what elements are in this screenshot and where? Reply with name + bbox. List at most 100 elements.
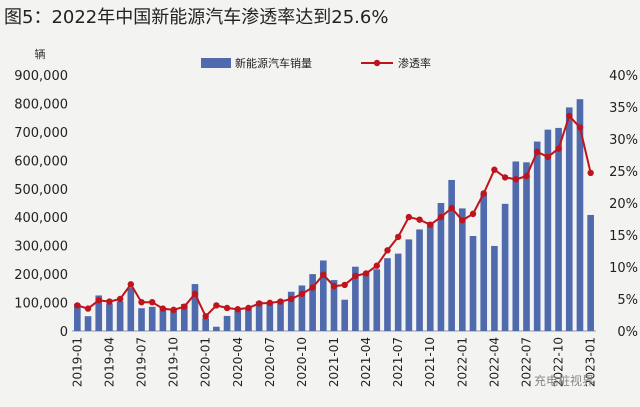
right-tick-label: 5%: [617, 293, 638, 308]
point-2021-08: [405, 213, 413, 221]
left-tick-label: 100,000: [14, 297, 68, 312]
left-tick-label: 400,000: [14, 211, 68, 226]
point-2019-10: [170, 306, 177, 314]
bar-2021-11: [437, 203, 445, 331]
point-2022-06: [512, 176, 519, 183]
right-tick-label: 15%: [609, 229, 638, 244]
x-tick-label: 2022-04: [487, 337, 501, 387]
point-2019-11: [181, 303, 188, 310]
point-2021-06: [384, 247, 391, 254]
left-tick-label: 700,000: [14, 126, 68, 141]
point-2019-09: [159, 305, 167, 312]
point-2019-07: [138, 299, 145, 306]
point-2020-03: [223, 304, 231, 312]
bar-2019-01: [74, 303, 81, 331]
bar-2019-11: [180, 303, 188, 331]
x-tick-label: 2022-10: [552, 337, 566, 387]
point-2020-01: [202, 313, 209, 320]
bar-2020-11: [309, 274, 316, 331]
bar-2020-09: [287, 291, 295, 331]
bar-2019-02: [84, 316, 92, 331]
point-2022-12: [576, 124, 584, 131]
bar-2020-02: [213, 326, 220, 331]
x-tick-label: 2021-10: [423, 337, 437, 387]
bar-2022-01: [459, 208, 466, 331]
point-2023-01: [587, 169, 594, 177]
point-2021-09: [416, 216, 423, 223]
bar-2021-04: [362, 272, 370, 331]
point-2022-02: [469, 210, 477, 218]
bar-2021-09: [416, 229, 423, 331]
bar-2019-09: [159, 308, 167, 331]
bar-2022-10: [555, 127, 562, 331]
bar-2020-01: [202, 318, 209, 331]
left-axis-unit: 辆: [35, 47, 46, 61]
point-2021-12: [448, 204, 455, 212]
bar-2020-07: [266, 303, 274, 331]
point-2022-01: [459, 217, 466, 224]
point-2019-06: [127, 281, 135, 288]
bar-2021-10: [426, 222, 434, 331]
left-tick-label: 500,000: [14, 183, 68, 198]
bar-2022-07: [523, 162, 530, 331]
bar-2020-08: [277, 299, 284, 331]
point-2019-02: [84, 305, 92, 312]
point-2019-08: [149, 299, 156, 306]
bar-2022-08: [533, 141, 541, 331]
legend-bar-swatch: [201, 58, 231, 68]
bar-2019-05: [116, 301, 124, 331]
x-tick-label: 2022-07: [519, 337, 533, 387]
bar-2019-08: [148, 306, 156, 331]
bar-2021-07: [394, 253, 402, 331]
right-tick-label: 30%: [609, 133, 638, 148]
point-2019-05: [116, 295, 124, 303]
bar-2019-06: [127, 287, 135, 331]
legend-bar-label: 新能源汽车销量: [235, 56, 312, 70]
bar-2019-04: [106, 303, 113, 331]
point-2022-05: [501, 174, 509, 181]
bar-2021-12: [448, 179, 455, 331]
bar-2021-03: [352, 266, 359, 331]
x-tick-label: 2020-04: [231, 337, 245, 387]
left-tick-label: 300,000: [14, 240, 68, 255]
x-tick-label: 2019-07: [135, 337, 149, 387]
left-tick-label: 800,000: [14, 97, 68, 112]
point-2020-09: [288, 295, 295, 303]
bar-2020-03: [223, 315, 231, 331]
legend-line-marker: [373, 59, 381, 67]
point-2020-07: [266, 299, 274, 307]
point-2020-10: [298, 290, 306, 298]
x-tick-label: 2023-01: [584, 337, 598, 387]
chart-title: 图5：2022年中国新能源汽车渗透率达到25.6%: [4, 7, 389, 28]
point-2020-12: [320, 271, 327, 278]
x-tick-label: 2020-01: [199, 337, 213, 387]
point-2021-10: [427, 221, 434, 228]
point-2022-07: [523, 172, 530, 180]
point-2020-11: [309, 284, 316, 291]
bar-2021-06: [384, 258, 391, 331]
right-tick-label: 20%: [609, 197, 638, 212]
x-tick-label: 2022-01: [455, 337, 469, 387]
left-tick-label: 200,000: [14, 268, 68, 283]
x-tick-label: 2019-01: [70, 337, 84, 387]
x-tick-label: 2021-07: [391, 337, 405, 387]
bar-2019-03: [95, 295, 103, 331]
point-2019-01: [74, 302, 81, 309]
point-2021-01: [330, 283, 338, 290]
point-2020-02: [213, 302, 220, 309]
bar-2022-09: [544, 129, 552, 331]
bar-2020-10: [298, 285, 306, 331]
point-2021-05: [373, 262, 380, 269]
right-tick-label: 25%: [609, 165, 638, 180]
point-2021-07: [394, 233, 402, 241]
bar-2023-01: [587, 214, 594, 331]
bar-2022-05: [501, 203, 509, 331]
right-tick-label: 40%: [609, 69, 638, 84]
bar-2019-10: [170, 309, 177, 331]
bar-2021-02: [341, 299, 349, 331]
bar-2021-08: [405, 239, 413, 331]
x-tick-label: 2021-04: [359, 337, 373, 387]
bar-2020-04: [234, 310, 242, 331]
